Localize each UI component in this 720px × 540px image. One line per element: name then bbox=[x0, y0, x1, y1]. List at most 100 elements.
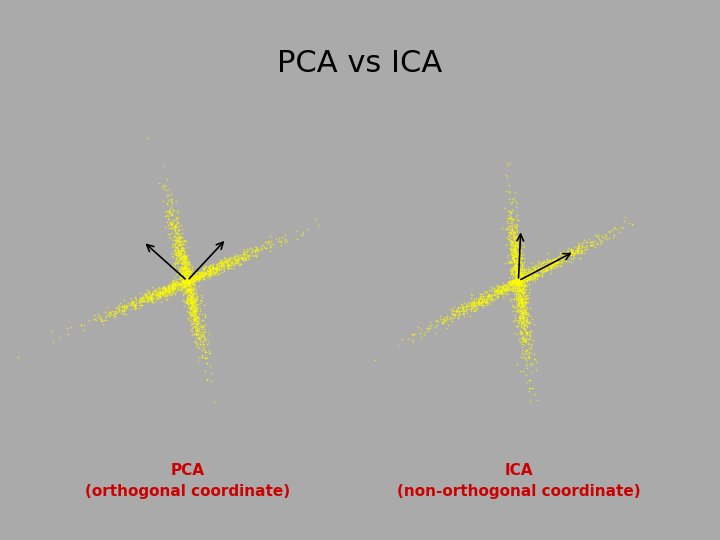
Point bbox=[575, 248, 586, 257]
Point bbox=[507, 239, 518, 248]
Point bbox=[184, 291, 195, 300]
Point bbox=[516, 285, 528, 293]
Point bbox=[47, 327, 58, 336]
Point bbox=[192, 356, 204, 365]
Point bbox=[453, 307, 464, 316]
Point bbox=[169, 284, 181, 293]
Point bbox=[560, 251, 572, 259]
Point bbox=[182, 281, 194, 289]
Point bbox=[164, 219, 176, 227]
Point bbox=[178, 245, 189, 254]
Point bbox=[146, 289, 158, 298]
Point bbox=[505, 281, 517, 289]
Point bbox=[521, 277, 533, 286]
Point bbox=[565, 258, 577, 266]
Point bbox=[167, 222, 179, 231]
Point bbox=[202, 269, 214, 278]
Point bbox=[514, 326, 526, 334]
Point bbox=[123, 301, 135, 310]
Point bbox=[519, 347, 531, 355]
Point bbox=[176, 281, 188, 289]
Point bbox=[171, 276, 182, 285]
Point bbox=[562, 244, 574, 253]
Point bbox=[502, 283, 513, 292]
Point bbox=[509, 246, 521, 255]
Point bbox=[516, 298, 528, 307]
Point bbox=[526, 360, 538, 368]
Point bbox=[508, 276, 519, 285]
Point bbox=[474, 298, 485, 307]
Point bbox=[184, 279, 195, 288]
Point bbox=[504, 280, 516, 288]
Point bbox=[522, 364, 534, 373]
Point bbox=[547, 258, 559, 266]
Point bbox=[472, 299, 483, 307]
Point bbox=[521, 322, 533, 331]
Point bbox=[467, 302, 478, 310]
Point bbox=[512, 276, 523, 285]
Point bbox=[562, 248, 573, 256]
Point bbox=[183, 278, 194, 286]
Point bbox=[512, 251, 523, 259]
Point bbox=[228, 254, 239, 262]
Point bbox=[184, 299, 196, 308]
Point bbox=[156, 291, 168, 299]
Point bbox=[176, 279, 187, 287]
Point bbox=[192, 275, 203, 284]
Point bbox=[164, 286, 176, 295]
Point bbox=[521, 360, 532, 369]
Point bbox=[156, 289, 168, 298]
Point bbox=[525, 332, 536, 341]
Point bbox=[180, 262, 192, 271]
Point bbox=[182, 294, 194, 302]
Point bbox=[515, 273, 526, 281]
Point bbox=[517, 334, 528, 343]
Point bbox=[523, 319, 534, 327]
Point bbox=[176, 251, 187, 260]
Point bbox=[185, 286, 197, 294]
Point bbox=[264, 237, 275, 246]
Point bbox=[518, 258, 529, 267]
Point bbox=[514, 256, 526, 265]
Point bbox=[181, 272, 193, 280]
Point bbox=[570, 247, 581, 255]
Point bbox=[518, 321, 529, 330]
Point bbox=[516, 247, 527, 256]
Point bbox=[525, 360, 536, 369]
Point bbox=[541, 255, 552, 264]
Point bbox=[510, 260, 522, 268]
Point bbox=[518, 307, 530, 315]
Point bbox=[140, 296, 152, 305]
Point bbox=[115, 308, 127, 317]
Point bbox=[174, 232, 186, 240]
Point bbox=[220, 260, 232, 269]
Point bbox=[129, 297, 140, 306]
Point bbox=[577, 247, 588, 256]
Point bbox=[518, 335, 530, 344]
Point bbox=[572, 239, 584, 247]
Point bbox=[136, 300, 148, 309]
Point bbox=[513, 299, 524, 307]
Point bbox=[258, 241, 269, 249]
Point bbox=[181, 273, 192, 281]
Point bbox=[186, 320, 198, 328]
Point bbox=[186, 298, 197, 306]
Point bbox=[180, 298, 192, 307]
Point bbox=[176, 273, 187, 281]
Point bbox=[220, 256, 231, 265]
Point bbox=[163, 288, 175, 296]
Point bbox=[539, 266, 551, 275]
Point bbox=[215, 255, 226, 264]
Point bbox=[481, 288, 492, 296]
Point bbox=[521, 348, 532, 357]
Point bbox=[509, 246, 521, 255]
Point bbox=[549, 255, 560, 264]
Point bbox=[182, 284, 194, 293]
Point bbox=[510, 282, 522, 291]
Point bbox=[521, 276, 533, 285]
Point bbox=[180, 283, 192, 292]
Point bbox=[513, 255, 525, 264]
Point bbox=[512, 273, 523, 282]
Point bbox=[194, 299, 206, 307]
Point bbox=[195, 267, 207, 276]
